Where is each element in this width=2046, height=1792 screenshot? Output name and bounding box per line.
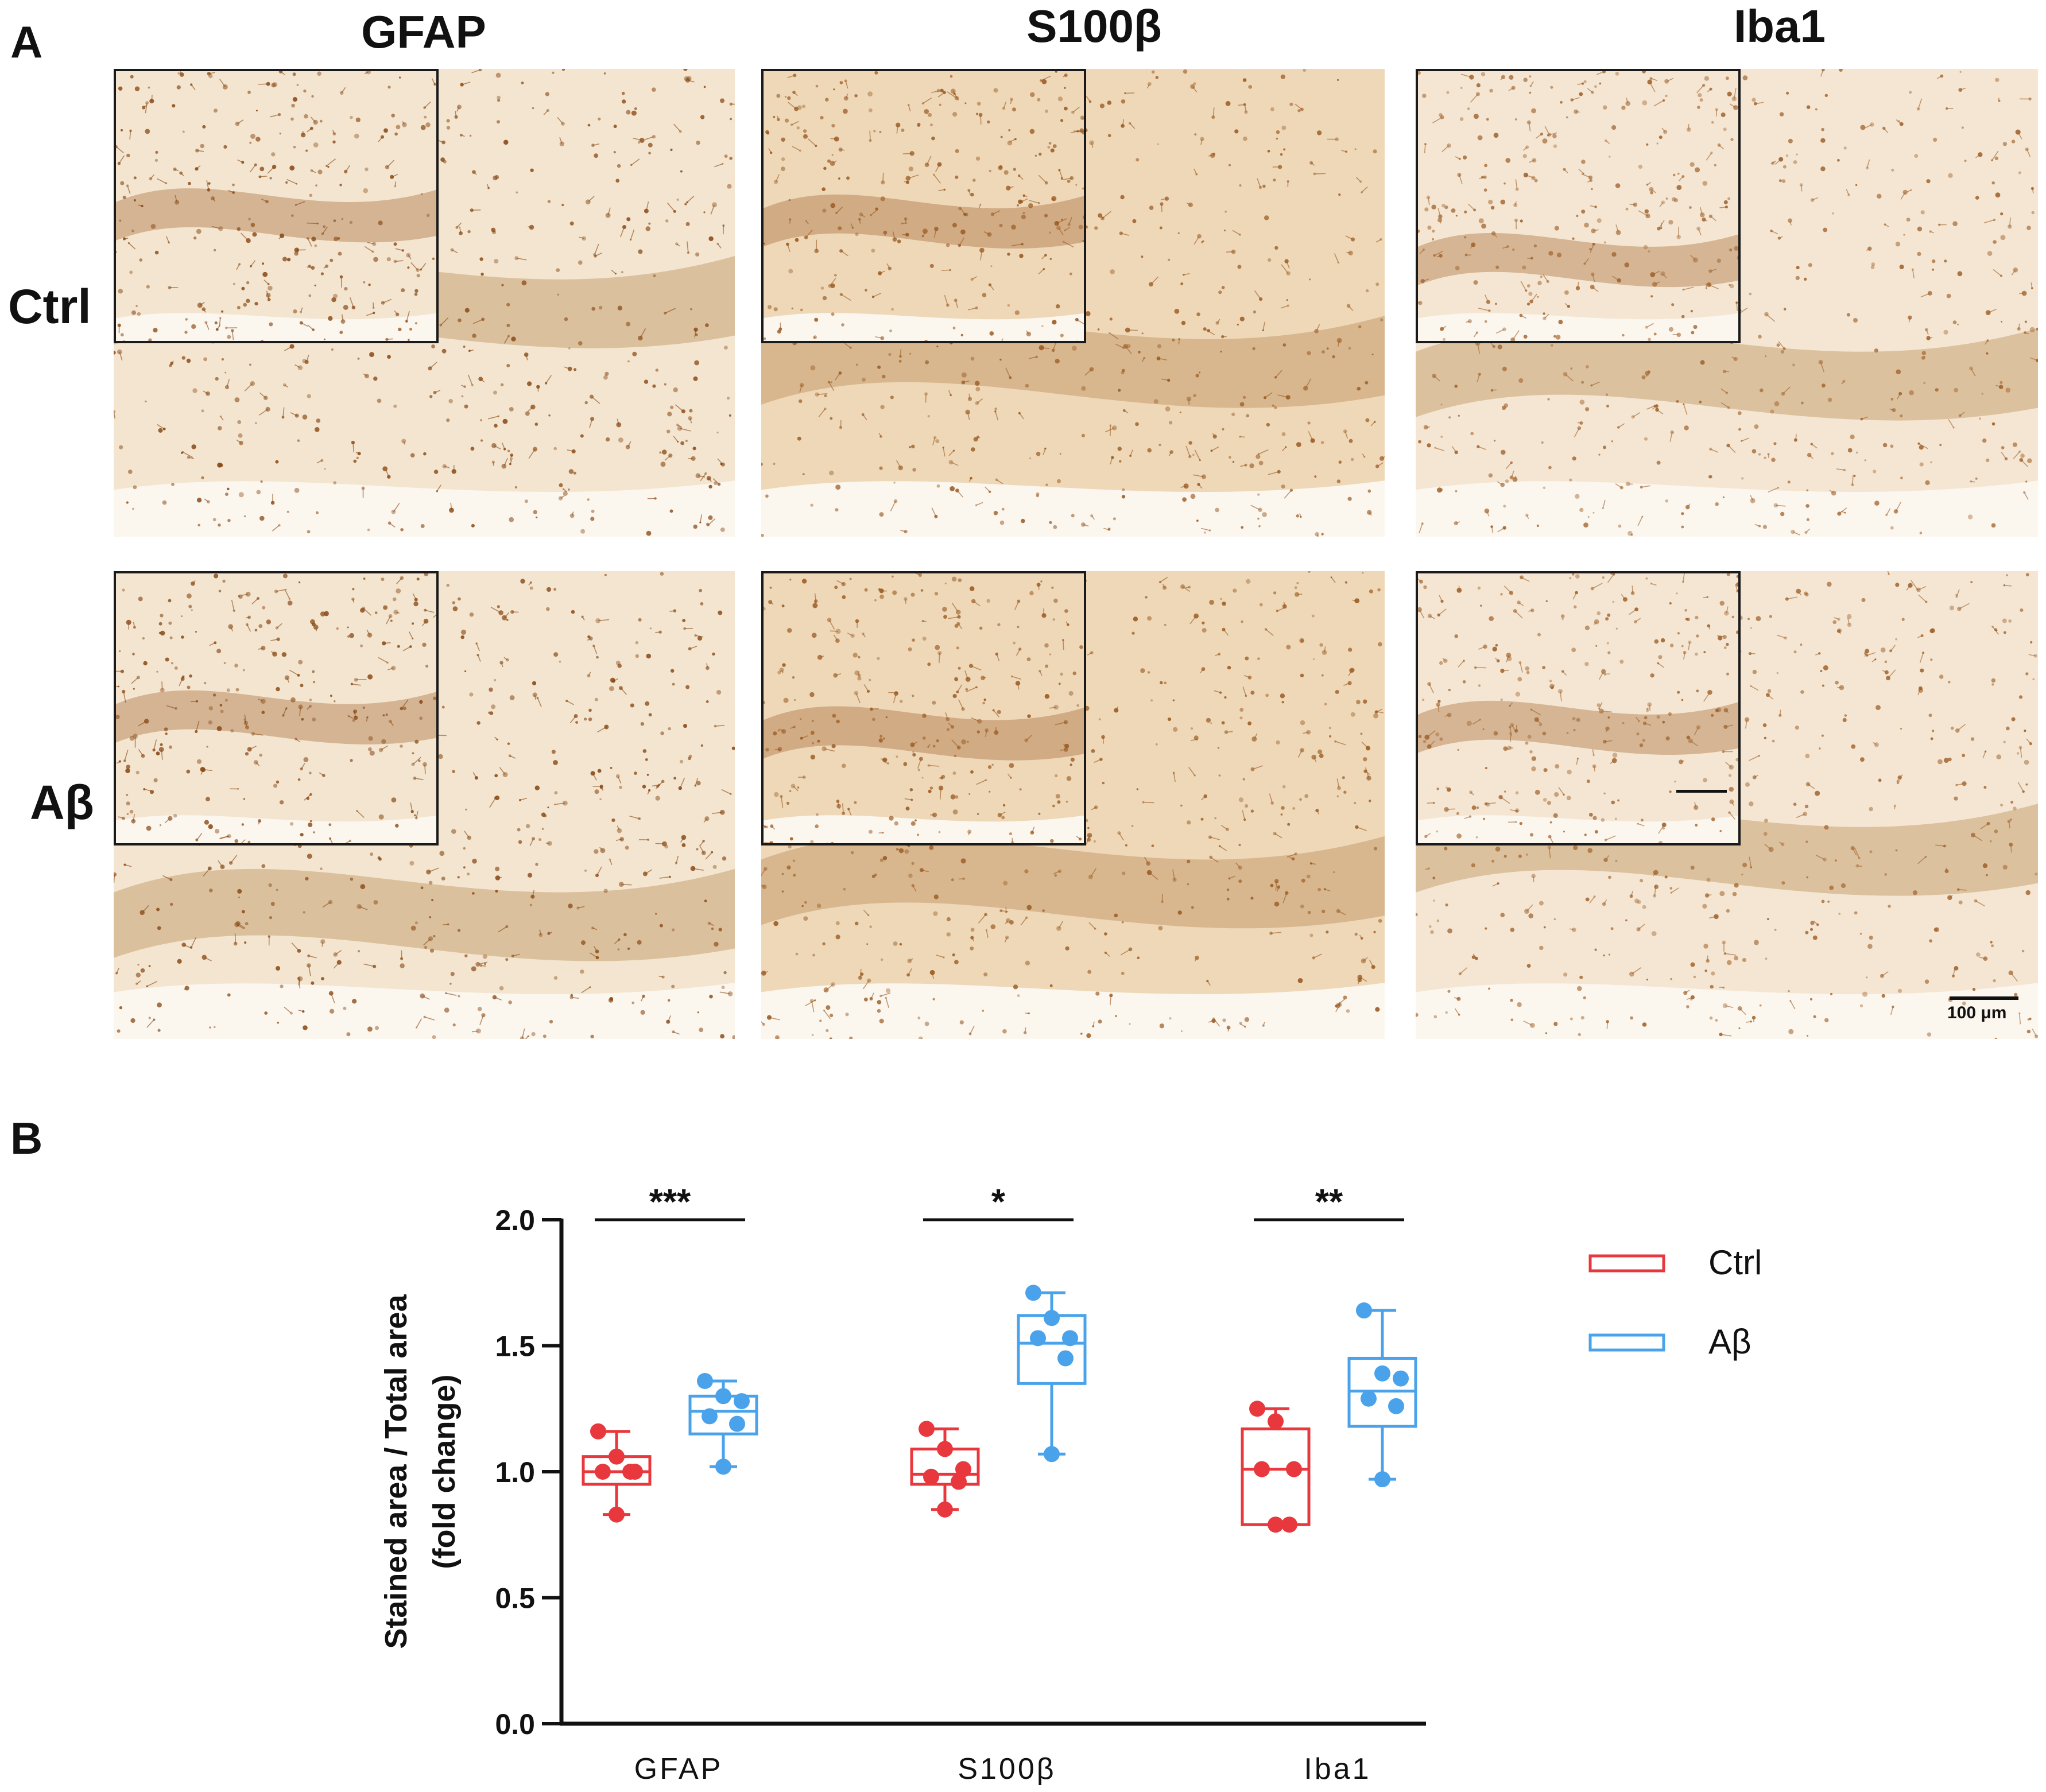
- data-point: [1281, 1516, 1297, 1533]
- significance-label: ***: [649, 1182, 691, 1222]
- data-point: [1374, 1365, 1390, 1382]
- panel-a-letter: A: [10, 17, 43, 67]
- data-point: [1044, 1310, 1060, 1326]
- data-point: [1268, 1516, 1284, 1533]
- y-axis-label: Stained area / Total area: [379, 1294, 413, 1649]
- x-tick-label: S100β: [958, 1752, 1056, 1786]
- data-point: [697, 1372, 713, 1389]
- data-point: [1374, 1471, 1390, 1488]
- box: [1241, 1427, 1311, 1526]
- legend-label: Ctrl: [1708, 1243, 1762, 1282]
- data-point: [937, 1501, 953, 1518]
- chart-legend: Ctrl Aβ: [1588, 1243, 1762, 1361]
- data-point: [622, 1464, 638, 1480]
- data-point: [955, 1461, 971, 1477]
- data-point: [702, 1408, 718, 1425]
- y-axis-label-2: (fold change): [427, 1375, 462, 1569]
- data-point: [1356, 1302, 1372, 1319]
- data-point: [1030, 1330, 1046, 1347]
- chart-axes: 0.0 0.5 1.0 1.5 2.0 Stained area / Total area…: [379, 1204, 1426, 1786]
- micrograph-inset-iba1-ctrl: [1416, 69, 1741, 343]
- data-point: [1361, 1390, 1377, 1407]
- box: [1017, 1314, 1087, 1385]
- data-point: [1249, 1401, 1265, 1417]
- data-point: [1062, 1330, 1078, 1347]
- data-point: [609, 1448, 625, 1465]
- y-tick-label: 1.0: [495, 1456, 535, 1488]
- data-point: [715, 1459, 731, 1475]
- data-point: [729, 1415, 745, 1432]
- legend-swatch: [1588, 1254, 1665, 1273]
- legend-label: Aβ: [1708, 1322, 1752, 1361]
- data-point: [919, 1421, 935, 1437]
- y-tick-label: 0.0: [495, 1708, 535, 1740]
- data-point: [923, 1468, 939, 1485]
- data-point: [1254, 1461, 1270, 1477]
- data-point: [1268, 1413, 1284, 1430]
- micrograph-inset-s100b-ctrl: [761, 69, 1086, 343]
- data-point: [951, 1473, 967, 1490]
- chart-marks: *** * **: [582, 1182, 1417, 1533]
- column-title-s100b: S100β: [1026, 1, 1162, 52]
- y-tick-label: 2.0: [495, 1204, 535, 1236]
- row-label-abeta: Aβ: [30, 775, 94, 829]
- column-title-iba1: Iba1: [1733, 1, 1826, 52]
- significance-label: **: [1315, 1182, 1343, 1222]
- box-plot-chart: 0.0 0.5 1.0 1.5 2.0 Stained area / Total area…: [379, 1182, 1762, 1786]
- data-point: [1025, 1285, 1041, 1301]
- data-point: [1044, 1446, 1060, 1463]
- data-point: [609, 1506, 625, 1523]
- data-point: [590, 1423, 606, 1440]
- x-tick-label: GFAP: [634, 1752, 723, 1786]
- scale-bar: [1950, 996, 2018, 1000]
- micrograph-inset-iba1-abeta: [1416, 571, 1741, 845]
- data-point: [1388, 1398, 1404, 1414]
- data-point: [715, 1388, 731, 1405]
- data-point: [595, 1464, 611, 1480]
- micrograph-inset-gfap-ctrl: [114, 69, 439, 343]
- data-point: [1393, 1370, 1409, 1387]
- data-point: [937, 1441, 953, 1457]
- y-tick-label: 0.5: [495, 1582, 535, 1615]
- data-point: [1057, 1350, 1074, 1367]
- data-point: [734, 1393, 750, 1410]
- significance-label: *: [991, 1182, 1006, 1222]
- panel-b-letter: B: [10, 1113, 43, 1163]
- row-label-ctrl: Ctrl: [8, 280, 91, 333]
- data-point: [1286, 1461, 1302, 1477]
- micrograph-inset-gfap-abeta: [114, 571, 439, 845]
- legend-swatch: [1588, 1333, 1665, 1352]
- column-title-gfap: GFAP: [361, 6, 486, 57]
- inset-scale-bar: [1676, 790, 1727, 793]
- scale-bar-label: 100 μm: [1947, 1003, 2007, 1022]
- micrograph-inset-s100b-abeta: [761, 571, 1086, 845]
- x-tick-label: Iba1: [1304, 1752, 1371, 1786]
- y-tick-label: 1.5: [495, 1331, 535, 1363]
